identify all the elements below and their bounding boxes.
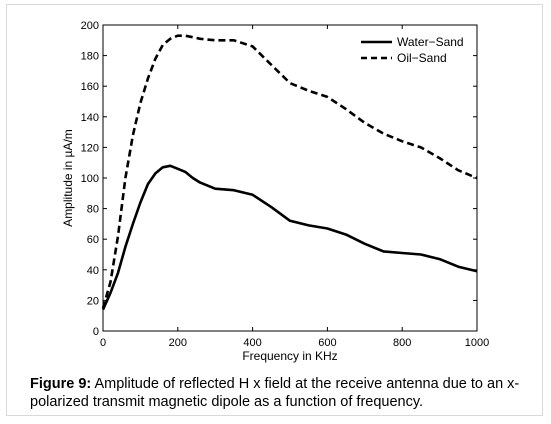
y-tick-label: 60: [87, 234, 99, 246]
figure-caption: Figure 9: Amplitude of reflected H x fie…: [30, 375, 530, 411]
y-axis-title: Amplitude in µA/m: [61, 129, 75, 227]
y-tick-label: 180: [81, 51, 99, 63]
y-tick-label: 80: [87, 204, 99, 216]
x-axis-title: Frequency in KHz: [242, 349, 337, 363]
series-line-oil-sand: [101, 34, 478, 309]
y-tick-label: 120: [81, 142, 99, 154]
y-tick-label: 200: [81, 20, 99, 32]
y-tick-label: 0: [93, 326, 99, 338]
axes: [102, 24, 478, 332]
legend-label: Water−Sand: [397, 35, 464, 49]
series-line-water-sand: [101, 164, 478, 311]
ticks: 0 200 400 600 800 1000 0 20 40 60 80 100 120 140 160 18…: [81, 20, 490, 349]
caption-text: Amplitude of reflected H x field at the …: [30, 376, 520, 410]
y-tick-label: 100: [81, 173, 99, 185]
y-tick-label: 40: [87, 265, 99, 277]
plot-area-frame: [102, 24, 478, 332]
x-tick-label: 600: [318, 337, 336, 349]
y-tick-label: 160: [81, 81, 99, 93]
x-tick-label: 200: [169, 337, 187, 349]
x-tick-label: 0: [100, 337, 106, 349]
y-tick-label: 140: [81, 112, 99, 124]
y-tick-label: 20: [87, 295, 99, 307]
x-tick-label: 800: [393, 337, 411, 349]
legend-label: Oil−Sand: [397, 51, 447, 65]
series-lines: [101, 34, 478, 311]
legend: Water−Sand Oil−Sand: [361, 35, 464, 65]
x-tick-label: 1000: [465, 337, 489, 349]
caption-label: Figure 9:: [30, 376, 92, 392]
x-tick-label: 400: [243, 337, 261, 349]
